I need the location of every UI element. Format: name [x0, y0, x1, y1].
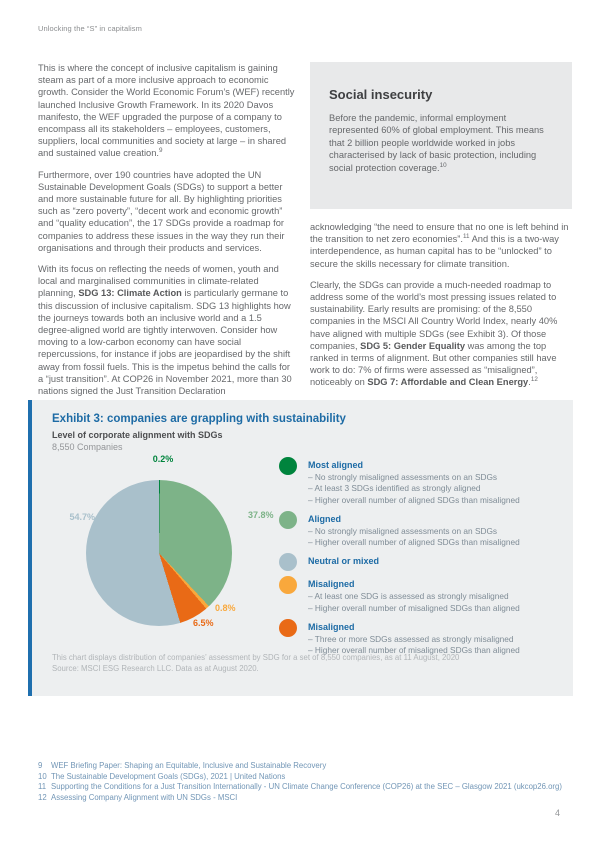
- inline-bold-sdg13: SDG 13: Climate Action: [78, 288, 182, 299]
- paragraph-text: acknowledging “the need to ensure that n…: [310, 222, 569, 245]
- legend-dot-aligned-icon: [279, 510, 297, 529]
- paragraph: Clearly, the SDGs can provide a much-nee…: [310, 279, 572, 389]
- footnotes: 9 WEF Briefing Paper: Shaping an Equitabl…: [38, 761, 562, 803]
- exhibit-title: Exhibit 3: companies are grappling with …: [52, 413, 346, 425]
- paragraph: acknowledging “the need to ensure that n…: [310, 221, 572, 270]
- paragraph-text: was among the top ranked in terms of ali…: [310, 340, 557, 388]
- pie-chart: [86, 480, 232, 626]
- footnote-number: 10: [38, 771, 47, 781]
- paragraph-text: Before the pandemic, informal employment…: [329, 113, 544, 173]
- legend-item-neutral: Neutral or mixed: [279, 553, 571, 572]
- pie-label-neutral: 54.7%: [69, 512, 95, 522]
- pie-label-most-aligned: 0.2%: [152, 454, 174, 464]
- inline-bold-sdg5: SDG 5: Gender Equality: [360, 340, 466, 351]
- page-number: 4: [554, 808, 560, 818]
- chart-legend: Most aligned No strongly misaligned asse…: [279, 457, 571, 662]
- footnote-text: Supporting the Conditions for a Just Tra…: [51, 782, 562, 792]
- footnote-number: 12: [38, 792, 47, 802]
- legend-bullet: Higher overall number of aligned SDGs th…: [308, 537, 520, 548]
- paragraph: With its focus on reflecting the needs o…: [38, 263, 296, 397]
- legend-heading: Misaligned: [308, 579, 355, 590]
- legend-bullet: Higher overall number of misaligned SDGs…: [308, 645, 520, 656]
- chart-subtitle: Level of corporate alignment with SDGs: [52, 430, 223, 440]
- legend-bullet: Three or more SDGs assessed as strongly …: [308, 634, 520, 645]
- chart-sample-size: 8,550 Companies: [52, 442, 123, 452]
- footnote-link-12[interactable]: 12 Assessing Company Alignment with UN SD…: [38, 793, 562, 804]
- footnote-ref-9: 9: [158, 147, 163, 155]
- paragraph-text: And this is a two-way interdependence, a…: [310, 234, 559, 269]
- social-insecurity-callout: Social insecurity Before the pandemic, i…: [310, 62, 572, 209]
- legend-bullet: No strongly misaligned assessments on an…: [308, 472, 520, 483]
- footnote-ref-12: 12: [530, 376, 538, 384]
- running-header: Unlocking the “S” in capitalism: [38, 24, 142, 33]
- footnote-number: 11: [38, 782, 47, 792]
- footnote-link-10[interactable]: 10 The Sustainable Development Goals (SDG…: [38, 772, 562, 783]
- paragraph-text: Furthermore, over 190 countries have ado…: [38, 169, 285, 253]
- left-column: This is where the concept of inclusive c…: [38, 62, 296, 406]
- legend-heading: Misaligned: [308, 622, 355, 633]
- callout-text: Before the pandemic, informal employment…: [329, 112, 553, 174]
- legend-dot-most-aligned-icon: [279, 457, 297, 475]
- legend-bullet: Higher overall number of misaligned SDGs…: [308, 603, 520, 614]
- legend-dot-misaligned-orange-icon: [279, 619, 297, 638]
- legend-item-misaligned-yellow: Misaligned At least one SDG is assessed …: [279, 576, 571, 614]
- exhibit-3-panel: Exhibit 3: companies are grappling with …: [28, 400, 573, 696]
- legend-heading: Aligned: [308, 513, 341, 524]
- legend-bullet: At least one SDG is assessed as strongly…: [308, 591, 520, 602]
- paragraph-text: .: [528, 377, 531, 388]
- pie-label-misaligned-yellow: 0.8%: [215, 603, 236, 613]
- right-column: Social insecurity Before the pandemic, i…: [310, 62, 572, 406]
- legend-heading: Neutral or mixed: [308, 556, 380, 567]
- chart-note: This chart displays distribution of comp…: [52, 652, 459, 674]
- footnote-text: WEF Briefing Paper: Shaping an Equitable…: [51, 761, 327, 770]
- legend-item-aligned: Aligned No strongly misaligned assessmen…: [279, 510, 571, 549]
- legend-dot-misaligned-yellow-icon: [279, 576, 297, 595]
- legend-item-misaligned-orange: Misaligned Three or more SDGs assessed a…: [279, 619, 571, 657]
- legend-dot-neutral-icon: [279, 553, 297, 572]
- chart-note-line: This chart displays distribution of comp…: [52, 653, 460, 662]
- footnote-link-9[interactable]: 9 WEF Briefing Paper: Shaping an Equitabl…: [38, 761, 562, 772]
- chart-note-line: Source: MSCI ESG Research LLC. Data as a…: [52, 664, 259, 673]
- paragraph: Furthermore, over 190 countries have ado…: [38, 169, 296, 254]
- legend-heading: Most aligned: [308, 460, 364, 470]
- footnote-number: 9: [38, 761, 43, 770]
- paragraph-text: This is where the concept of inclusive c…: [38, 63, 295, 159]
- legend-bullet: Higher overall number of aligned SDGs th…: [308, 495, 520, 506]
- paragraph-text: is particularly germane to this discussi…: [38, 288, 292, 397]
- callout-title: Social insecurity: [329, 87, 433, 102]
- footnote-text: The Sustainable Development Goals (SDGs)…: [51, 771, 286, 781]
- paragraph-text: Clearly, the SDGs can provide a much-nee…: [310, 279, 558, 351]
- legend-item-most-aligned: Most aligned No strongly misaligned asse…: [279, 457, 571, 506]
- legend-bullet: No strongly misaligned assessments on an…: [308, 526, 520, 537]
- inline-bold-sdg7: SDG 7: Affordable and Clean Energy: [367, 377, 529, 388]
- footnote-text: Assessing Company Alignment with UN SDGs…: [51, 792, 238, 802]
- footnote-ref-11: 11: [462, 233, 470, 241]
- paragraph-text: With its focus on reflecting the needs o…: [38, 264, 279, 299]
- footnote-ref-10: 10: [439, 161, 447, 169]
- pie-label-misaligned-orange: 6.5%: [193, 618, 214, 628]
- footnote-link-11[interactable]: 11 Supporting the Conditions for a Just T…: [38, 782, 562, 793]
- pie-label-aligned: 37.8%: [248, 510, 274, 520]
- body-columns: This is where the concept of inclusive c…: [38, 62, 572, 406]
- paragraph: This is where the concept of inclusive c…: [38, 62, 296, 160]
- legend-bullet: At least 3 SDGs identified as strongly a…: [308, 483, 520, 494]
